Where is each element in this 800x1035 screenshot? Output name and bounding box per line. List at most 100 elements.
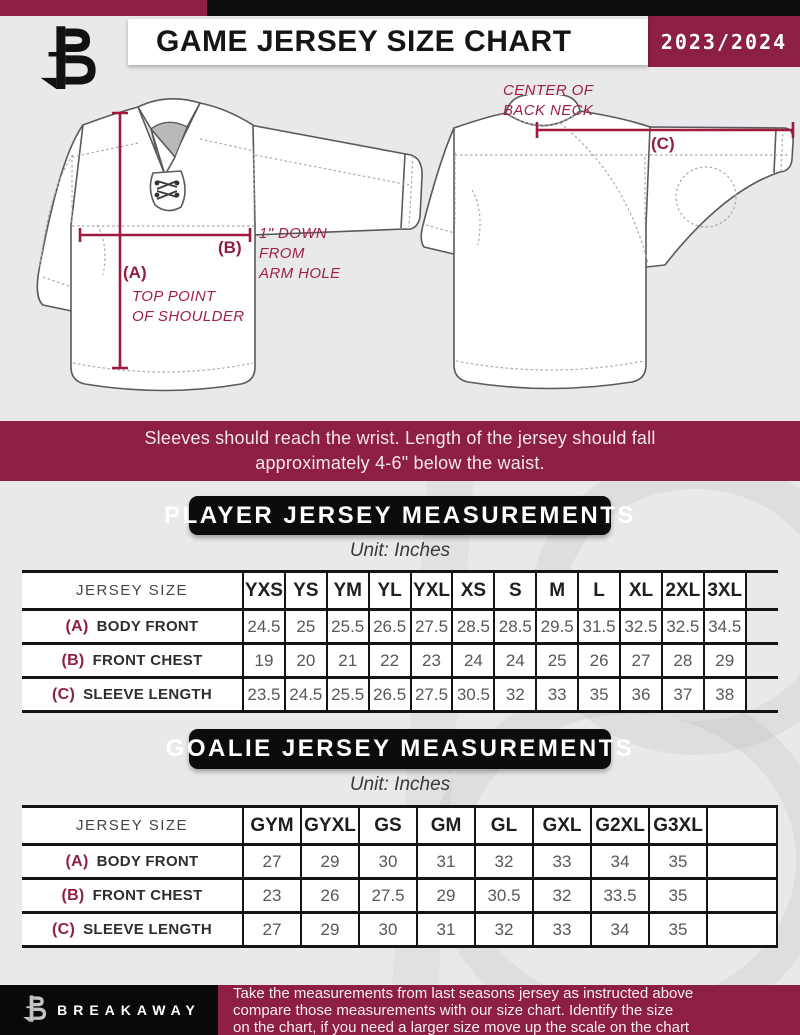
measurement-value: 30.5 bbox=[474, 877, 532, 911]
measurement-value: 20 bbox=[283, 642, 326, 676]
row-marker: (A) bbox=[65, 852, 89, 870]
size-column-header: GS bbox=[358, 808, 416, 843]
size-column-header: 2XL bbox=[660, 573, 703, 608]
table-filler bbox=[744, 676, 778, 710]
size-column-header: YXL bbox=[409, 573, 452, 608]
row-marker: (C) bbox=[51, 685, 76, 703]
measurement-value: 33 bbox=[532, 843, 590, 877]
footer-note-block: Take the measurements from last seasons … bbox=[218, 985, 800, 1035]
table-filler bbox=[744, 608, 778, 642]
measurement-value: 35 bbox=[648, 911, 706, 945]
size-column-header: S bbox=[493, 573, 536, 608]
measurement-value: 27 bbox=[242, 843, 300, 877]
row-label-text: FRONT CHEST bbox=[92, 652, 203, 669]
measurement-row-label: (A) BODY FRONT bbox=[22, 843, 242, 877]
size-column-header: GYXL bbox=[300, 808, 358, 843]
size-column-header: YL bbox=[367, 573, 410, 608]
measurement-value: 35 bbox=[648, 843, 706, 877]
player-measurements-table: JERSEY SIZE YXS YS YM YL YXL XS S M L XL 2XL 3XL (A) B… bbox=[22, 570, 778, 713]
measurement-value: 29 bbox=[702, 642, 745, 676]
measurement-value bbox=[706, 911, 778, 945]
measurement-value: 25.5 bbox=[325, 676, 368, 710]
row-label-text: FRONT CHEST bbox=[92, 887, 203, 904]
measurement-value: 26 bbox=[300, 877, 358, 911]
measurement-value: 35 bbox=[648, 877, 706, 911]
measurement-value: 27.5 bbox=[409, 676, 452, 710]
measurement-value: 21 bbox=[325, 642, 368, 676]
player-section-header: PLAYER JERSEY MEASUREMENTS bbox=[164, 496, 633, 535]
measurement-value: 32 bbox=[532, 877, 590, 911]
size-column-header: L bbox=[577, 573, 620, 608]
measurement-value: 29 bbox=[300, 843, 358, 877]
row-label-text: BODY FRONT bbox=[96, 618, 199, 635]
size-column-header: GXL bbox=[532, 808, 590, 843]
size-column-header: 3XL bbox=[702, 573, 745, 608]
season-badge: 2023/2024 bbox=[648, 16, 800, 67]
measurement-value: 28 bbox=[660, 642, 703, 676]
measurement-row-label: (B) FRONT CHEST bbox=[22, 642, 242, 676]
table-corner-label: JERSEY SIZE bbox=[22, 808, 242, 843]
measurement-value: 32.5 bbox=[619, 608, 661, 642]
measurement-value: 25.5 bbox=[325, 608, 368, 642]
header-black-strip bbox=[207, 0, 800, 16]
marker-b-caption: 1" DOWN FROM ARM HOLE bbox=[259, 225, 341, 282]
measurement-value: 24 bbox=[451, 642, 494, 676]
size-column-header: G2XL bbox=[590, 808, 648, 843]
season-label: 2023/2024 bbox=[660, 29, 788, 54]
measurement-value: 25 bbox=[283, 608, 326, 642]
row-marker: (B) bbox=[61, 651, 85, 669]
banner-line-2: approximately 4-6" below the waist. bbox=[255, 453, 545, 473]
measurement-value: 35 bbox=[577, 676, 620, 710]
measurement-value: 34 bbox=[590, 843, 648, 877]
measurement-value: 33 bbox=[535, 676, 578, 710]
size-column-header bbox=[706, 808, 778, 843]
breakaway-logo-icon bbox=[26, 24, 98, 103]
measurement-value bbox=[706, 877, 778, 911]
measurement-row-label: (B) FRONT CHEST bbox=[22, 877, 242, 911]
marker-a-caption: TOP POINT OF SHOULDER bbox=[132, 288, 245, 325]
measurement-value: 29 bbox=[300, 911, 358, 945]
measurement-row-label: (A) BODY FRONT bbox=[22, 608, 242, 642]
breakaway-logo-small-icon bbox=[23, 995, 47, 1022]
row-marker: (A) bbox=[65, 617, 89, 635]
size-column-header: YXS bbox=[242, 573, 284, 608]
measurement-value: 30 bbox=[358, 911, 416, 945]
measurement-value: 36 bbox=[619, 676, 661, 710]
measurement-value: 26.5 bbox=[367, 608, 410, 642]
table-filler bbox=[744, 642, 778, 676]
size-column-header: GL bbox=[474, 808, 532, 843]
size-column-header: GM bbox=[416, 808, 474, 843]
back-neck-caption: CENTER OF BACK NECK bbox=[503, 82, 594, 119]
measurement-value: 22 bbox=[367, 642, 410, 676]
table-filler bbox=[744, 573, 778, 608]
measurement-value: 31 bbox=[416, 843, 474, 877]
footer-note: Take the measurements from last seasons … bbox=[233, 984, 694, 1035]
measurement-value: 32 bbox=[493, 676, 536, 710]
measurement-value: 27.5 bbox=[409, 608, 452, 642]
measurement-value: 32 bbox=[474, 911, 532, 945]
table-corner-label: JERSEY SIZE bbox=[22, 573, 242, 608]
measurement-value: 28.5 bbox=[493, 608, 536, 642]
measurement-value: 24 bbox=[493, 642, 536, 676]
measurement-value: 33.5 bbox=[590, 877, 648, 911]
goalie-section-header: GOALIE JERSEY MEASUREMENTS bbox=[166, 729, 632, 769]
player-unit-label: Unit: Inches bbox=[349, 540, 451, 561]
fit-instruction-banner: Sleeves should reach the wrist. Length o… bbox=[0, 421, 800, 481]
measurement-value: 34.5 bbox=[702, 608, 745, 642]
measurement-value: 23.5 bbox=[242, 676, 284, 710]
measurement-value: 33 bbox=[532, 911, 590, 945]
measurement-value: 37 bbox=[660, 676, 703, 710]
measurement-value: 25 bbox=[535, 642, 578, 676]
measurement-value: 32 bbox=[474, 843, 532, 877]
measurement-value: 27 bbox=[619, 642, 661, 676]
goalie-unit-label: Unit: Inches bbox=[349, 774, 451, 795]
measurement-value: 29.5 bbox=[535, 608, 578, 642]
player-section-title: PLAYER JERSEY MEASUREMENTS bbox=[164, 501, 636, 529]
measurement-value: 30.5 bbox=[451, 676, 494, 710]
measurement-row-label: (C) SLEEVE LENGTH bbox=[22, 911, 242, 945]
measurement-value bbox=[706, 843, 778, 877]
size-column-header: GYM bbox=[242, 808, 300, 843]
back-jersey-diagram bbox=[420, 95, 795, 390]
row-marker: (C) bbox=[51, 920, 76, 938]
